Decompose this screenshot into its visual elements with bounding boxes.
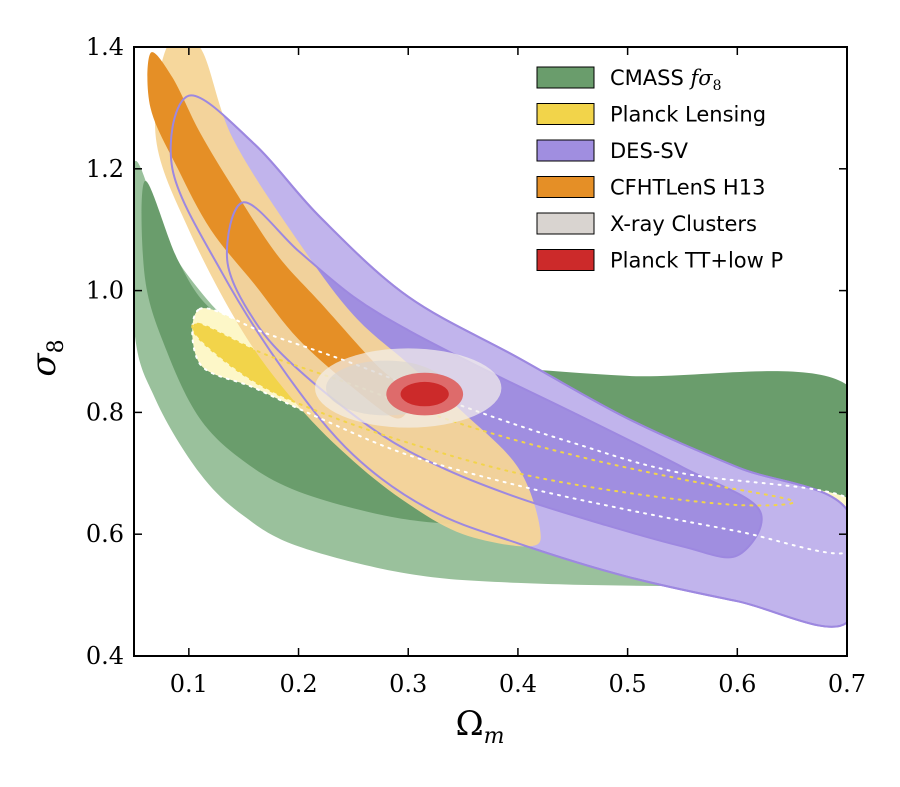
y-axis-label-sub: 8 xyxy=(44,339,69,353)
y-tick-label: 0.6 xyxy=(86,520,124,548)
x-tick-label: 0.3 xyxy=(389,670,427,698)
des-outer-outline xyxy=(169,94,847,628)
legend-label-planck: Planck TT+low P xyxy=(610,249,783,273)
y-tick-label: 0.4 xyxy=(86,642,124,670)
legend-label-xray: X-ray Clusters xyxy=(610,212,757,236)
legend-label-cfht: CFHTLenS H13 xyxy=(610,176,765,200)
legend-swatch-planck xyxy=(536,249,595,271)
x-axis-label: Ωm xyxy=(455,704,504,749)
y-axis-label-main: σ xyxy=(24,353,64,377)
legend-swatch-xray xyxy=(536,212,595,235)
y-tick-label: 1.4 xyxy=(86,33,124,61)
legend-swatch-des xyxy=(536,139,595,162)
legend-swatch-cfht xyxy=(536,176,595,198)
legend-swatch-lensing xyxy=(536,103,595,125)
legend-label-des: DES-SV xyxy=(610,139,689,163)
contour-layer xyxy=(134,47,847,628)
legend: CMASS fσ8 Planck Lensing DES-SV CFHTLenS H1… xyxy=(536,66,783,273)
x-axis-label-sub: m xyxy=(484,724,505,749)
x-tick-label: 0.4 xyxy=(499,670,537,698)
des-inner-outline xyxy=(225,201,763,559)
y-axis-label: σ8 xyxy=(24,339,69,376)
x-tick-label: 0.5 xyxy=(609,670,647,698)
x-tick-label: 0.7 xyxy=(828,670,866,698)
legend-swatch-cmass xyxy=(536,66,595,89)
x-tick-label: 0.6 xyxy=(718,670,756,698)
x-tick-label: 0.1 xyxy=(170,670,208,698)
y-tick-label: 1.2 xyxy=(86,155,124,183)
x-axis-label-main: Ω xyxy=(455,704,483,744)
x-tick-label: 0.2 xyxy=(279,670,317,698)
planck-inner-contour xyxy=(400,381,449,407)
y-tick-label: 0.8 xyxy=(86,398,124,426)
legend-label-lensing: Planck Lensing xyxy=(610,103,766,127)
y-tick-label: 1.0 xyxy=(86,277,124,305)
plot-frame xyxy=(133,46,848,657)
axis-ticks: 0.1 0.2 0.3 0.4 0.5 0.6 0.7 0.4 0.6 0.8 1.0 1.2 1.4 xyxy=(86,33,866,698)
legend-label-cmass: CMASS fσ8 xyxy=(610,66,722,94)
